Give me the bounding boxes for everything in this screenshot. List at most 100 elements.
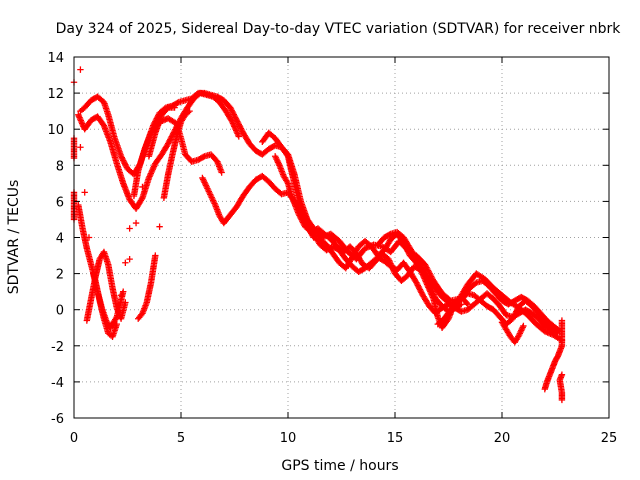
data-point <box>416 285 423 292</box>
data-point <box>126 255 133 263</box>
data-point <box>418 265 426 272</box>
data-point <box>132 219 140 227</box>
data-point <box>167 134 175 142</box>
data-point <box>520 322 527 330</box>
data-point <box>122 299 129 306</box>
y-tick-label: -2 <box>51 340 64 355</box>
data-point <box>230 111 237 118</box>
data-point <box>184 109 192 116</box>
data-point <box>200 153 207 161</box>
y-tick-label: 2 <box>56 268 64 283</box>
data-point <box>228 117 235 124</box>
data-point <box>118 154 125 161</box>
data-point <box>122 161 129 168</box>
y-tick-label: 10 <box>47 123 64 138</box>
data-point <box>510 314 517 321</box>
data-point <box>296 213 304 221</box>
y-tick-labels: -6 -4 -2 0 2 4 6 8 10 12 14 <box>47 51 64 427</box>
data-point <box>138 195 145 203</box>
data-point <box>152 252 159 259</box>
data-point <box>171 104 178 111</box>
data-point <box>296 212 303 219</box>
x-tick-label: 20 <box>494 431 511 446</box>
data-point <box>117 153 125 160</box>
data-point <box>121 160 128 167</box>
y-tick-label: 4 <box>56 232 64 247</box>
x-axis-label: GPS time / hours <box>281 458 398 474</box>
data-point <box>299 219 307 226</box>
y-axis-label: SDTVAR / TECUs <box>6 180 22 295</box>
data-point <box>417 287 424 295</box>
data-point <box>235 133 242 140</box>
data-point <box>295 210 302 218</box>
data-point <box>509 315 516 322</box>
data-point <box>85 234 93 241</box>
data-point <box>229 108 236 115</box>
data-point <box>299 217 306 225</box>
x-tick-label: 15 <box>387 431 404 446</box>
data-point <box>77 66 84 73</box>
data-point <box>81 189 88 196</box>
data-point <box>283 151 291 159</box>
data-point <box>126 225 133 232</box>
data-point <box>558 396 566 404</box>
data-point <box>283 178 291 186</box>
y-tick-label: 8 <box>56 159 64 174</box>
data-point <box>174 99 181 107</box>
data-point <box>386 231 393 238</box>
data-point <box>300 220 307 228</box>
x-tick-label: 10 <box>280 431 297 446</box>
y-tick-label: 14 <box>47 51 64 66</box>
data-point <box>156 223 163 230</box>
data-point <box>229 109 237 117</box>
chart-title: Day 324 of 2025, Sidereal Day-to-day VTE… <box>56 21 622 37</box>
data-point <box>414 282 422 289</box>
y-tick-label: 0 <box>56 304 64 319</box>
x-tick-label: 5 <box>177 431 185 446</box>
data-point <box>415 283 422 291</box>
data-point <box>77 144 84 151</box>
data-point <box>238 126 245 134</box>
data-point <box>120 158 128 166</box>
data-point <box>119 155 126 163</box>
data-markers <box>70 66 566 404</box>
data-point <box>218 169 225 176</box>
y-tick-label: -6 <box>51 412 64 427</box>
data-point <box>122 162 130 170</box>
data-point <box>463 299 470 307</box>
data-point <box>514 305 521 313</box>
data-point <box>297 215 305 222</box>
data-point <box>458 301 465 308</box>
x-tick-label: 25 <box>601 431 618 446</box>
data-point <box>231 112 238 120</box>
y-tick-label: 12 <box>47 87 64 102</box>
data-point <box>228 107 235 114</box>
data-point <box>139 183 146 191</box>
data-point <box>464 301 471 308</box>
data-point <box>511 311 519 318</box>
data-point <box>186 107 193 115</box>
y-tick-label: 6 <box>56 195 64 210</box>
data-point <box>120 157 127 164</box>
data-point <box>165 139 173 146</box>
data-point <box>164 140 172 147</box>
data-point <box>416 286 424 293</box>
data-point <box>237 125 245 132</box>
data-point <box>418 289 425 296</box>
data-point <box>298 216 305 223</box>
data-point <box>513 308 520 315</box>
data-point <box>227 104 234 111</box>
data-point <box>166 137 173 145</box>
data-point <box>558 317 566 324</box>
data-point <box>227 105 235 113</box>
data-point <box>512 309 519 317</box>
grid-lines <box>74 57 609 418</box>
y-tick-label: -4 <box>51 376 64 391</box>
data-point <box>510 312 518 320</box>
x-tick-label: 0 <box>70 431 78 446</box>
x-tick-labels: 0 5 10 15 20 25 <box>70 431 617 446</box>
data-point <box>170 129 178 136</box>
data-point <box>413 280 421 288</box>
data-point <box>122 259 129 266</box>
